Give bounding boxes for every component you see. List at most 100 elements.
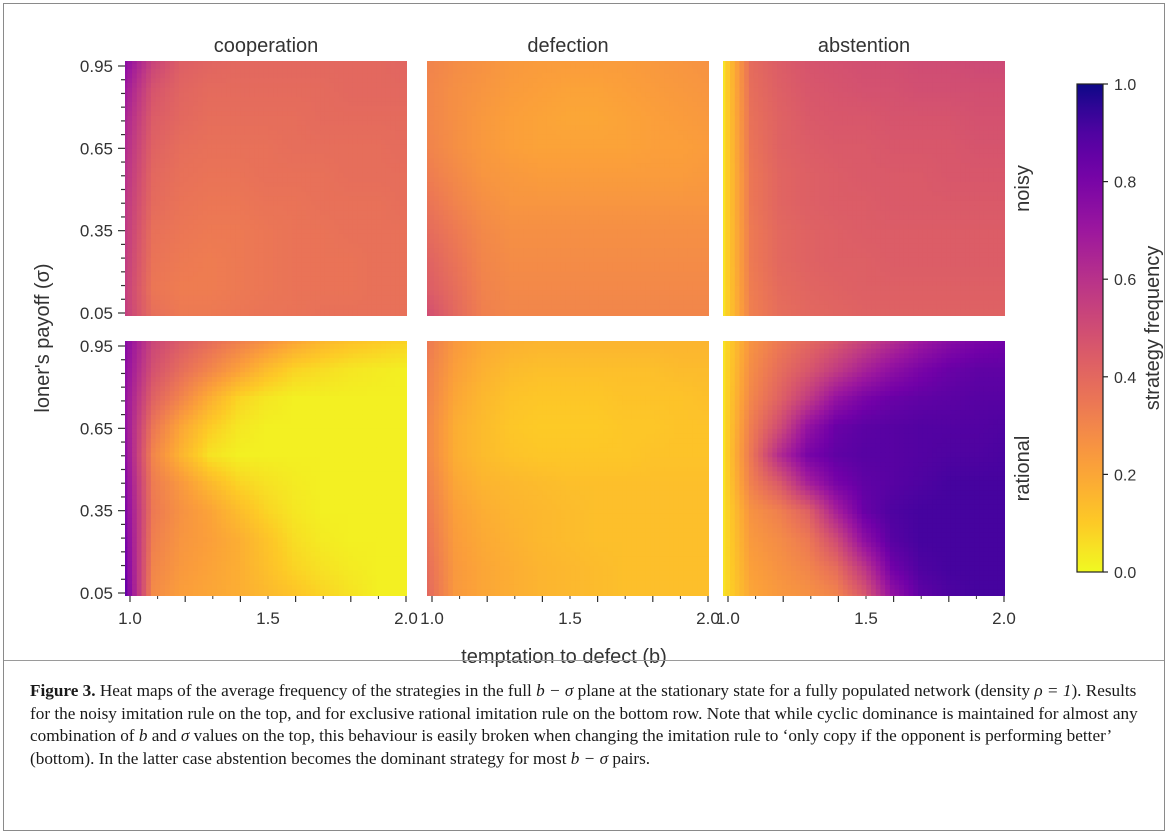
heatmap-cell — [404, 148, 407, 154]
heatmap-cell — [301, 176, 307, 183]
heatmap-cell — [268, 242, 274, 249]
heatmap-cell — [268, 228, 274, 234]
heatmap-cell — [636, 304, 642, 310]
heatmap-cell — [343, 242, 349, 249]
heatmap-cell — [244, 266, 251, 272]
heatmap-cell — [254, 101, 260, 107]
heatmap-cell — [268, 195, 274, 201]
heatmap-cell — [631, 223, 637, 230]
heatmap-cell — [150, 299, 157, 305]
heatmap-cell — [499, 247, 506, 253]
heatmap-cell — [343, 124, 349, 131]
heatmap-cell — [603, 228, 609, 234]
heatmap-cell — [499, 233, 506, 239]
heatmap-cell — [636, 290, 642, 296]
heatmap-cell — [258, 266, 265, 272]
heatmap-cell — [570, 285, 576, 291]
heatmap-cell — [687, 261, 694, 268]
heatmap-cell — [207, 77, 213, 83]
heatmap-cell — [179, 134, 185, 140]
heatmap-cell — [296, 134, 302, 140]
heatmap-cell — [381, 266, 387, 272]
heatmap-cell — [376, 299, 382, 305]
heatmap-cell — [160, 63, 166, 69]
heatmap-cell — [556, 247, 562, 253]
heatmap-cell — [282, 280, 288, 286]
heatmap-cell — [607, 233, 614, 239]
heatmap-cell — [706, 247, 709, 253]
heatmap-cell — [188, 271, 194, 277]
heatmap-cell — [226, 153, 232, 159]
heatmap-cell — [334, 68, 340, 74]
heatmap-cell — [367, 200, 373, 206]
heatmap-cell — [603, 205, 609, 211]
heatmap-cell — [258, 115, 265, 121]
heatmap-cell — [179, 148, 185, 154]
heatmap-cell — [509, 266, 515, 272]
heatmap-cell — [385, 110, 392, 116]
heatmap-cell — [390, 105, 396, 112]
heatmap-cell — [244, 290, 251, 296]
heatmap-cell — [258, 233, 265, 239]
heatmap-cell — [367, 280, 373, 286]
heatmap-cell — [636, 261, 642, 268]
heatmap-cell — [277, 252, 284, 258]
heatmap-cell — [216, 290, 222, 296]
heatmap-cell — [565, 242, 571, 249]
heatmap-cell — [495, 214, 501, 220]
heatmap-cell — [150, 101, 157, 107]
heatmap-cell — [640, 299, 647, 305]
heatmap-cell — [584, 308, 590, 315]
heatmap-cell — [216, 91, 222, 98]
heatmap-cell — [296, 72, 302, 79]
heatmap-cell — [254, 162, 260, 168]
heatmap-cell — [607, 205, 614, 211]
heatmap-cell — [352, 157, 359, 164]
heatmap-cell — [146, 275, 152, 282]
heatmap-cell — [287, 101, 293, 107]
heatmap-cell — [216, 124, 222, 131]
heatmap-cell — [636, 200, 642, 206]
heatmap-cell — [329, 299, 335, 305]
heatmap-cell — [125, 195, 128, 201]
heatmap-cell — [146, 91, 152, 98]
heatmap-cell — [160, 252, 166, 258]
heatmap-cell — [249, 129, 255, 135]
heatmap-cell — [499, 200, 506, 206]
heatmap-cell — [301, 96, 307, 102]
heatmap-cell — [499, 256, 506, 263]
heatmap-cell — [254, 129, 260, 135]
heatmap-cell — [221, 285, 227, 291]
heatmap-cell — [268, 138, 274, 145]
heatmap-cell — [235, 285, 241, 291]
heatmap-cell — [169, 77, 175, 83]
heatmap-cell — [343, 61, 349, 64]
heatmap-cell — [193, 223, 199, 230]
heatmap-cell — [155, 162, 161, 168]
heatmap-cell — [146, 77, 152, 83]
heatmap-cell — [706, 275, 709, 282]
heatmap-cell — [636, 252, 642, 258]
heatmap-cell — [240, 68, 246, 74]
heatmap-cell — [277, 181, 284, 187]
heatmap-cell — [301, 63, 307, 69]
heatmap-cell — [211, 195, 218, 201]
heatmap-cell — [664, 238, 670, 244]
heatmap-cell — [593, 271, 600, 277]
heatmap-cell — [579, 252, 586, 258]
heatmap-cell — [598, 275, 604, 282]
heatmap-cell — [476, 195, 482, 201]
heatmap-cell — [169, 266, 175, 272]
heatmap-cell — [141, 214, 147, 220]
heatmap-cell — [485, 223, 492, 230]
heatmap-cell — [230, 205, 237, 211]
heatmap-cell — [150, 181, 157, 187]
heatmap-cell — [226, 209, 232, 216]
heatmap-cell — [320, 242, 326, 249]
heatmap-cell — [481, 304, 487, 310]
heatmap-cell — [235, 266, 241, 272]
heatmap-cell — [315, 214, 321, 220]
heatmap-cell — [399, 209, 406, 216]
heatmap-cell — [160, 148, 166, 154]
heatmap-cell — [490, 308, 496, 315]
